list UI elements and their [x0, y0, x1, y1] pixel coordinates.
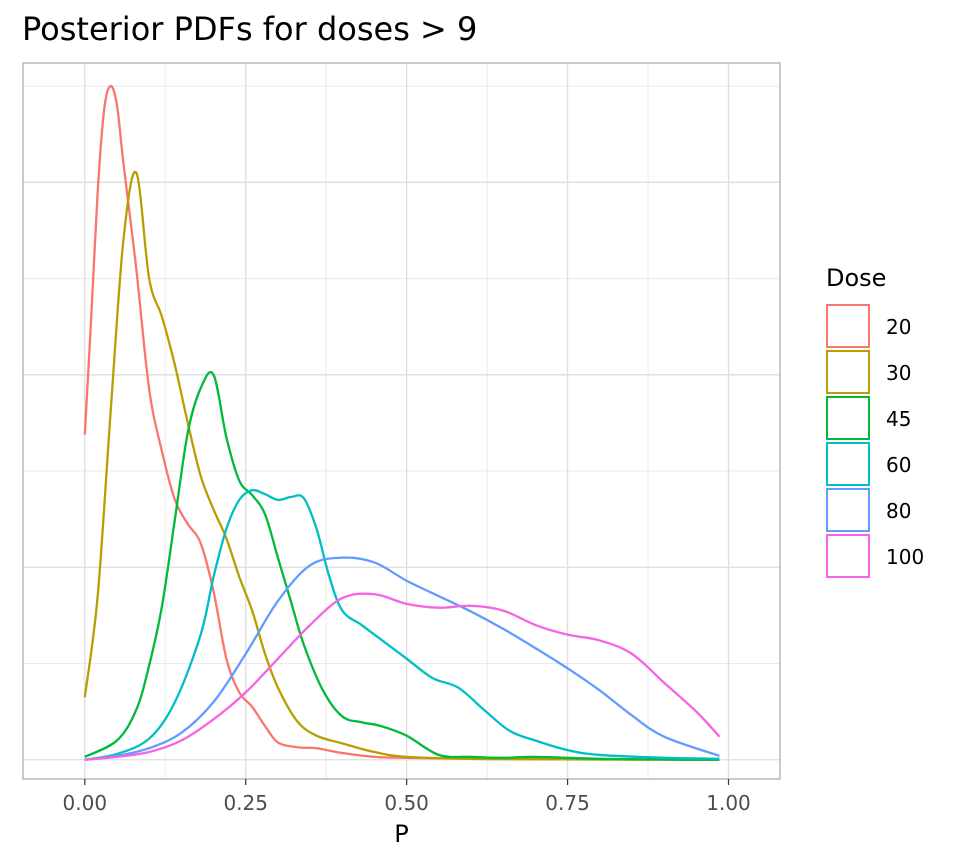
legend-key-20 [826, 304, 870, 348]
series-line-100 [84, 592, 721, 761]
legend-label-20: 20 [886, 315, 911, 339]
x-tick-label-2: 0.50 [384, 791, 429, 815]
series-lines [83, 84, 721, 761]
legend-key-80 [826, 488, 870, 532]
plot-panel [22, 62, 781, 780]
legend-key-100 [826, 534, 870, 578]
legend-label-30: 30 [886, 361, 911, 385]
x-tick-label-0: 0.00 [63, 791, 108, 815]
legend-label-80: 80 [886, 499, 911, 523]
x-tick-label-4: 1.00 [706, 791, 751, 815]
plot-background [23, 63, 780, 779]
series-line-60 [84, 488, 720, 761]
legend: Dose 20 30 45 60 80 100 [826, 264, 924, 578]
legend-key-30 [826, 350, 870, 394]
chart-title: Posterior PDFs for doses > 9 [22, 10, 477, 48]
legend-label-60: 60 [886, 453, 911, 477]
x-axis-title: P [394, 820, 408, 848]
legend-title: Dose [826, 264, 886, 292]
x-tick-label-1: 0.25 [223, 791, 268, 815]
x-axis: 0.00 0.25 0.50 0.75 1.00 [63, 779, 751, 815]
series-line-30 [83, 170, 720, 761]
legend-items: 20 30 45 60 80 100 [826, 304, 924, 578]
legend-key-60 [826, 442, 870, 486]
series-line-45 [84, 370, 720, 761]
x-tick-label-3: 0.75 [545, 791, 590, 815]
legend-label-45: 45 [886, 407, 911, 431]
legend-key-45 [826, 396, 870, 440]
plot-border [22, 62, 781, 780]
series-line-80 [84, 556, 720, 761]
legend-label-100: 100 [886, 545, 924, 569]
